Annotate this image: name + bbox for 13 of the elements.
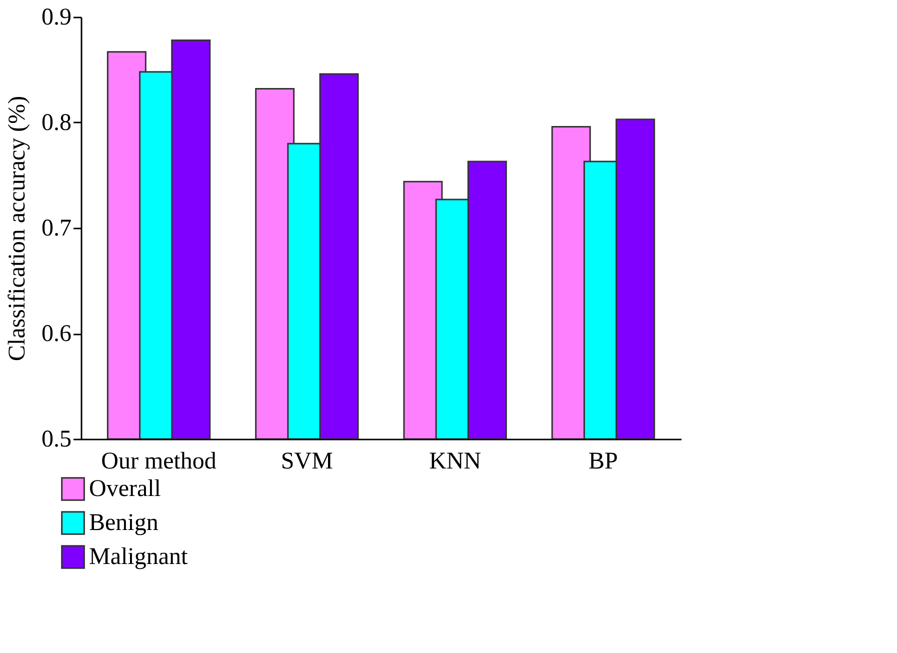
y-axis-title: Classification accuracy (%) [4, 96, 30, 362]
legend-label: Overall [89, 476, 162, 502]
y-tick-label: 0.7 [42, 216, 72, 242]
y-tick-label: 0.5 [42, 426, 72, 452]
x-tick-label: Our method [101, 448, 216, 474]
x-tick-label: BP [588, 448, 618, 474]
y-tick-label: 0.9 [42, 4, 72, 30]
x-tick-label: SVM [280, 448, 333, 474]
y-tick-label: 0.8 [42, 110, 72, 136]
y-tick-label: 0.6 [42, 321, 72, 347]
legend-label: Benign [89, 510, 158, 536]
legend-label: Malignant [89, 544, 188, 570]
x-tick-label: KNN [429, 448, 482, 474]
